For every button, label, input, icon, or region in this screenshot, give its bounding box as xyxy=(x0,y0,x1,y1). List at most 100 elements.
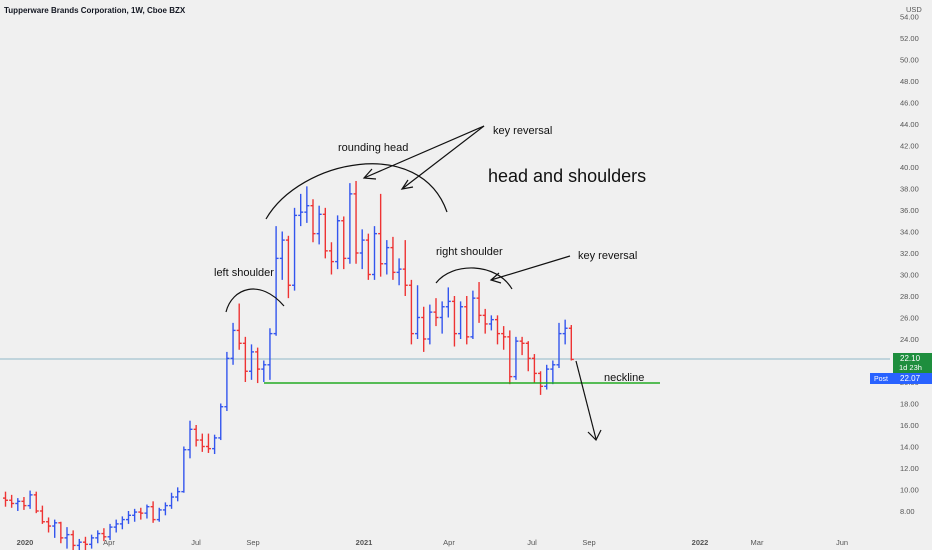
ohlc-bar xyxy=(218,403,224,441)
ohlc-bar xyxy=(310,199,316,243)
ohlc-bar xyxy=(255,347,261,384)
ohlc-bar xyxy=(9,494,15,508)
ohlc-bars xyxy=(3,180,574,550)
ohlc-bar xyxy=(501,326,507,350)
ohlc-bar xyxy=(488,315,494,331)
price-tick-label: 12.00 xyxy=(900,464,919,473)
ohlc-bar xyxy=(126,511,131,524)
price-tick-label: 28.00 xyxy=(900,292,919,301)
post-price-value: 22.07 xyxy=(900,374,921,383)
ohlc-bar xyxy=(193,425,199,447)
ohlc-bar xyxy=(144,504,150,519)
ohlc-bar xyxy=(261,360,267,382)
ohlc-bar xyxy=(402,240,408,296)
target-arrow-shaft xyxy=(575,360,597,440)
ohlc-bar xyxy=(224,351,230,412)
price-tick-label: 52.00 xyxy=(900,34,919,43)
ohlc-bar xyxy=(550,360,556,385)
ohlc-bar xyxy=(470,290,476,339)
price-tick-label: 30.00 xyxy=(900,271,919,280)
price-tick-label: 42.00 xyxy=(900,142,919,151)
ohlc-bar xyxy=(76,538,82,550)
ohlc-bar xyxy=(82,536,88,550)
ohlc-bar xyxy=(236,303,242,350)
arrowhead-2 xyxy=(400,179,414,190)
last-price-badge: 22.10 1d 23h xyxy=(893,353,932,373)
ohlc-bar xyxy=(347,183,353,264)
right-shoulder-label: right shoulder xyxy=(436,246,503,258)
time-tick-label: Apr xyxy=(443,538,455,547)
arrowhead-1 xyxy=(362,168,377,180)
price-tick-label: 38.00 xyxy=(900,185,919,194)
ohlc-bar xyxy=(199,433,205,452)
post-market-badge: Post 22.07 xyxy=(870,373,932,384)
target-arrowhead xyxy=(587,429,602,442)
drawing-annotations xyxy=(225,125,602,442)
headline-label: head and shoulders xyxy=(488,166,646,186)
price-tick-label: 44.00 xyxy=(900,120,919,129)
ohlc-bar xyxy=(458,301,464,339)
ohlc-bar xyxy=(162,502,168,516)
ohlc-bar xyxy=(205,433,211,453)
ohlc-bar xyxy=(384,240,390,275)
ohlc-bar xyxy=(58,521,64,544)
ohlc-bar xyxy=(427,304,433,345)
time-axis[interactable]: 2020 Apr Jul Sep 2021 Apr Jul Sep 2022 Mar Jun xyxy=(17,538,848,547)
ohlc-bar xyxy=(169,492,175,509)
ohlc-bar xyxy=(322,207,328,259)
time-tick-label: Apr xyxy=(103,538,115,547)
ohlc-bar xyxy=(33,491,39,514)
price-tick-label: 46.00 xyxy=(900,99,919,108)
ohlc-bar xyxy=(507,330,513,385)
time-tick-label: Jun xyxy=(836,538,848,547)
key-reversal-top-label: key reversal xyxy=(493,125,552,137)
price-tick-label: 16.00 xyxy=(900,421,919,430)
ohlc-bar xyxy=(415,285,421,339)
ohlc-bar xyxy=(482,308,488,334)
ohlc-bar xyxy=(249,344,254,380)
ohlc-bar xyxy=(353,180,359,264)
ohlc-bar xyxy=(544,364,550,390)
ohlc-bar xyxy=(3,491,8,507)
ohlc-bar xyxy=(132,508,138,522)
time-tick-label: Jul xyxy=(527,538,537,547)
ohlc-bar xyxy=(212,434,218,455)
price-tick-label: 36.00 xyxy=(900,206,919,215)
neckline-label: neckline xyxy=(604,372,644,384)
ohlc-bar xyxy=(513,336,519,380)
currency-label: USD xyxy=(906,5,922,14)
price-tick-label: 10.00 xyxy=(900,486,919,495)
ohlc-bar xyxy=(187,420,193,459)
ohlc-bar xyxy=(439,301,445,334)
price-tick-label: 50.00 xyxy=(900,56,919,65)
arrowhead-3 xyxy=(489,272,502,284)
ohlc-bar xyxy=(150,501,156,523)
countdown-value: 1d 23h xyxy=(899,363,922,372)
ohlc-bar xyxy=(390,236,396,280)
price-axis[interactable]: USD 8.0010.0012.0014.0016.0018.0020.0022… xyxy=(900,5,922,516)
ohlc-bar xyxy=(21,497,27,510)
ohlc-bar xyxy=(101,528,107,542)
ohlc-bar xyxy=(15,498,21,511)
ohlc-bar xyxy=(495,315,500,345)
ohlc-bar xyxy=(421,306,427,352)
ohlc-bar xyxy=(39,505,45,524)
ohlc-bar xyxy=(316,205,322,245)
ohlc-bar xyxy=(70,530,76,550)
chart-title: Tupperware Brands Corporation, 1W, Cboe … xyxy=(4,6,186,15)
price-tick-label: 40.00 xyxy=(900,163,919,172)
price-tick-label: 48.00 xyxy=(900,77,919,86)
price-tick-label: 24.00 xyxy=(900,335,919,344)
time-tick-label: Sep xyxy=(582,538,595,547)
ohlc-bar xyxy=(95,530,101,544)
price-tick-label: 8.00 xyxy=(900,507,915,516)
ohlc-bar xyxy=(365,233,371,280)
time-tick-label: Sep xyxy=(246,538,259,547)
ohlc-bar xyxy=(445,287,451,318)
ohlc-bar xyxy=(242,336,248,382)
ohlc-bar xyxy=(359,229,365,270)
ohlc-bar xyxy=(372,226,377,280)
right-shoulder-arc xyxy=(435,267,513,290)
ohlc-bar xyxy=(267,328,273,380)
